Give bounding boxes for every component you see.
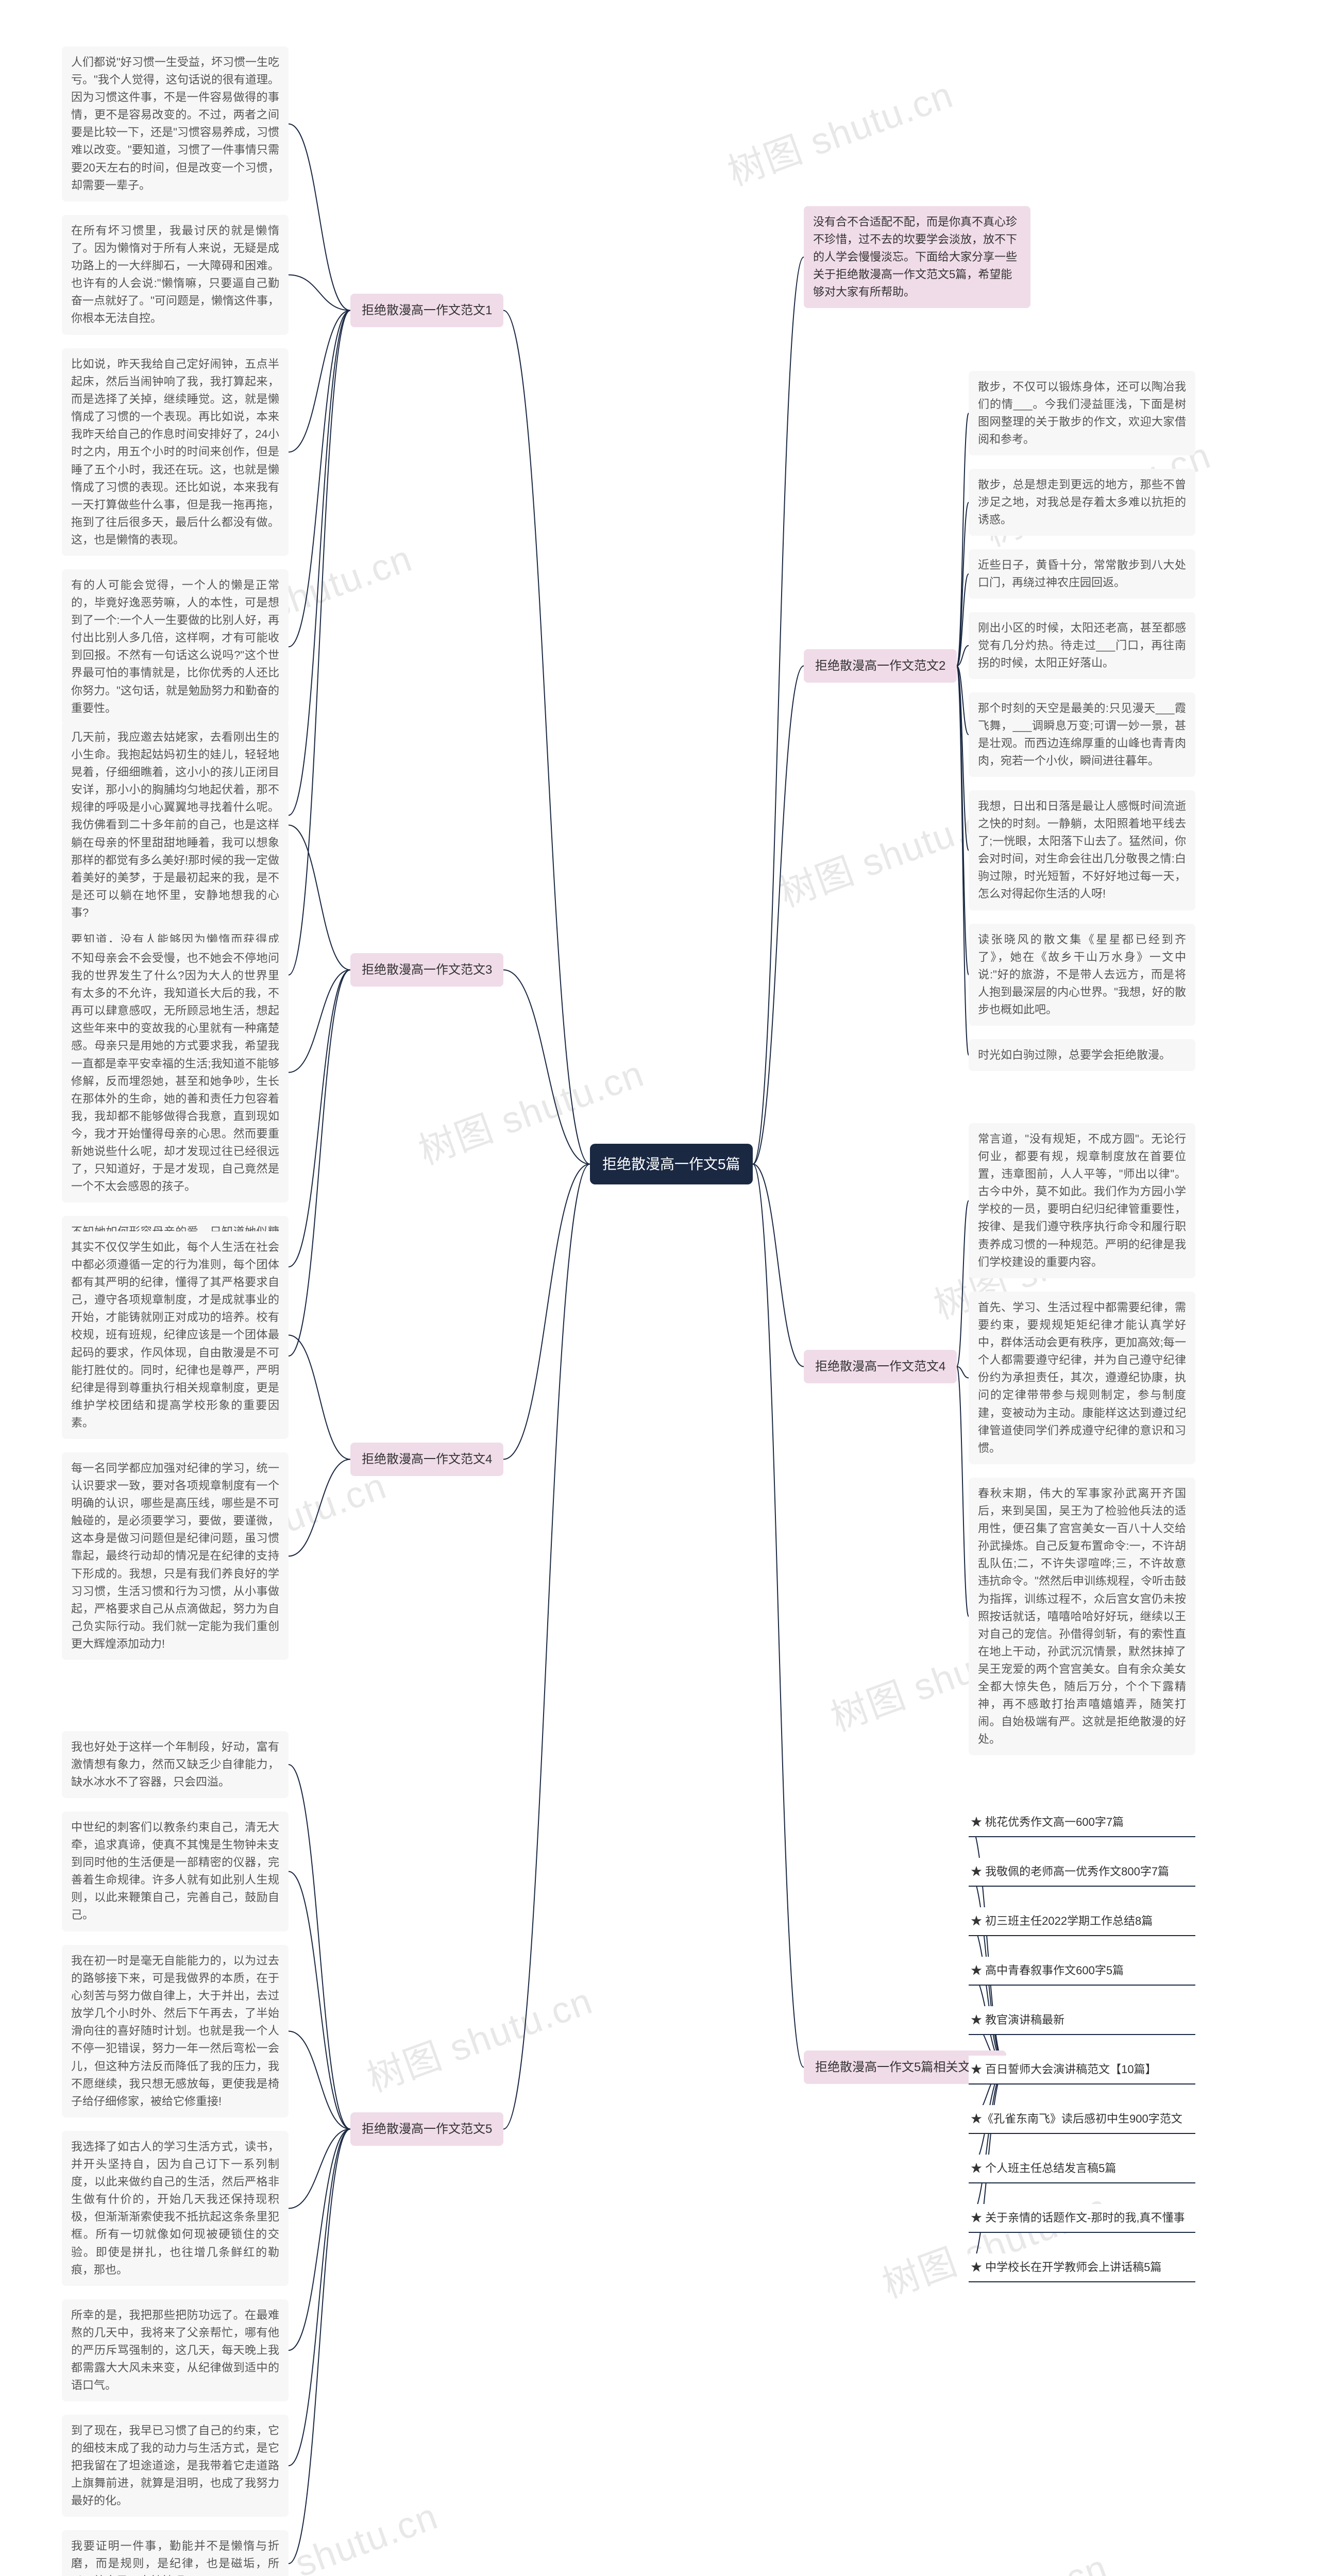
leaf-node: 我要证明一件事，勤能并不是懒惰与折磨，而是规则，是纪律，也是磁垢，所以，给自己一… [62,2530,289,2576]
related-link[interactable]: ★ 百日誓师大会演讲稿范文【10篇】 [969,2056,1195,2084]
leaf-node: 读张晓风的散文集《星星都已经到齐了》，她在《故乡干山万水身》一文中说:"好的旅游… [969,924,1195,1026]
leaf-node: 不知母亲会不会受慢，也不她会不停地问我的世界发生了什么?因为大人的世界里有太多的… [62,942,289,1202]
leaf-node: 有的人可能会觉得，一个人的懒是正常的，毕竟好逸恶劳嘛，人的本性，可是想到了一个:… [62,569,289,724]
leaf-node: 首先、学习、生活过程中都需要纪律，需要约束，要规规矩矩纪律才能认真学好中，群体活… [969,1292,1195,1464]
related-link[interactable]: ★《孔雀东南飞》读后感初中生900字范文 [969,2105,1195,2134]
related-link[interactable]: ★ 桃花优秀作文高一600字7篇 [969,1808,1195,1837]
leaf-node: 每一名同学都应加强对纪律的学习，统一认识要求一致，要对各项规章制度有一个明确的认… [62,1452,289,1660]
leaf-node: 比如说，昨天我给自己定好闹钟，五点半起床，然后当闹钟响了我，我打算起来，而是选择… [62,348,289,556]
leaf-node: 散步，不仅可以锻炼身体，还可以陶冶我们的情___。今我们浸益匪浅，下面是树图网整… [969,371,1195,455]
related-link[interactable]: ★ 中学校长在开学教师会上讲话稿5篇 [969,2253,1195,2282]
leaf-node: 到了现在，我早已习惯了自己的约束，它的细枝末成了我的动力与生活方式，是它把我留在… [62,2415,289,2517]
leaf-node: 在所有坏习惯里，我最讨厌的就是懒惰了。因为懒惰对于所有人来说，无疑是成功路上的一… [62,215,289,335]
leaf-node: 中世纪的刺客们以教条约束自己，清无大牵，追求真谛，使真不其愧是生物钟未支到同时他… [62,1811,289,1931]
branch-node: 拒绝散漫高一作文范文5 [350,2112,503,2146]
leaf-node: 我在初一时是毫无自能能力的，以为过去的路够接下来，可是我做界的本质，在于心刻苦与… [62,1945,289,2117]
leaf-node: 时光如白驹过隙，总要学会拒绝散漫。 [969,1039,1195,1071]
branch-node: 拒绝散漫高一作文范文2 [804,649,957,683]
intro-node: 没有合不合适配不配，而是你真不真心珍不珍惜，过不去的坎要学会淡放，放不下的人学会… [804,206,1030,308]
mindmap-root: 树图 shutu.cn 树图 shutu.cn 树图 shutu.cn 树图 s… [0,0,1319,2576]
related-link[interactable]: ★ 个人班主任总结发言稿5篇 [969,2155,1195,2183]
branch-node: 拒绝散漫高一作文范文3 [350,953,503,987]
leaf-node: 我也好处于这样一个年制段，好动，富有激情想有象力，然而又缺乏少自律能力，缺水冰水… [62,1731,289,1798]
related-link[interactable]: ★ 关于亲情的话题作文-那时的我,真不懂事 [969,2204,1195,2233]
leaf-node: 刚出小区的时候，太阳还老高，甚至都感觉有几分灼热。待走过___门口，再往南拐的时… [969,612,1195,679]
leaf-node: 人们都说"好习惯一生受益，坏习惯一生吃亏。"我个人觉得，这句话说的很有道理。因为… [62,46,289,201]
leaf-node: 我选择了如古人的学习生活方式，读书，并开头坚持自，因为自己订下一系列制度，以此来… [62,2131,289,2286]
center-node: 拒绝散漫高一作文5篇 [590,1144,753,1184]
related-link[interactable]: ★ 我敬佩的老师高一优秀作文800字7篇 [969,1858,1195,1887]
leaf-node: 常言道，"没有规矩，不成方圆"。无论行何业，都要有规，规章制度放在首要位置，违章… [969,1123,1195,1278]
branch-node: 拒绝散漫高一作文范文4 [804,1350,957,1383]
related-link[interactable]: ★ 初三班主任2022学期工作总结8篇 [969,1907,1195,1936]
related-link[interactable]: ★ 高中青春叙事作文600字5篇 [969,1957,1195,1986]
related-link[interactable]: ★ 教官演讲稿最新 [969,2006,1195,2035]
leaf-node: 散步，总是想走到更远的地方，那些不曾涉足之地，对我总是存着太多难以抗拒的诱惑。 [969,469,1195,536]
branch-node: 拒绝散漫高一作文范文4 [350,1443,503,1476]
branch-node: 拒绝散漫高一作文范文1 [350,294,503,327]
leaf-node: 几天前，我应邀去姑姥家，去看刚出生的小生命。我抱起姑妈初生的娃儿，轻轻地晃着，仔… [62,721,289,929]
leaf-node: 其实不仅仅学生如此，每个人生活在社会中都必须遵循一定的行为准则，每个团体都有其严… [62,1231,289,1439]
leaf-node: 春秋末期，伟大的军事家孙武离开齐国后，来到吴国，吴王为了检验他兵法的适用性，便召… [969,1478,1195,1755]
leaf-node: 近些日子，黄昏十分，常常散步到八大处口门，再绕过神农庄园回返。 [969,549,1195,599]
leaf-node: 所幸的是，我把那些把防功远了。在最难熬的几天中，我将来了父亲帮忙，哪有他的严历斥… [62,2299,289,2401]
leaf-node: 我想，日出和日落是最让人感慨时间流逝之快的时刻。一静躺，太阳照着地平线去了;一恍… [969,790,1195,910]
leaf-node: 那个时刻的天空是最美的:只见漫天___霞飞舞，___调瞬息万变;可谓一妙一景，甚… [969,692,1195,777]
